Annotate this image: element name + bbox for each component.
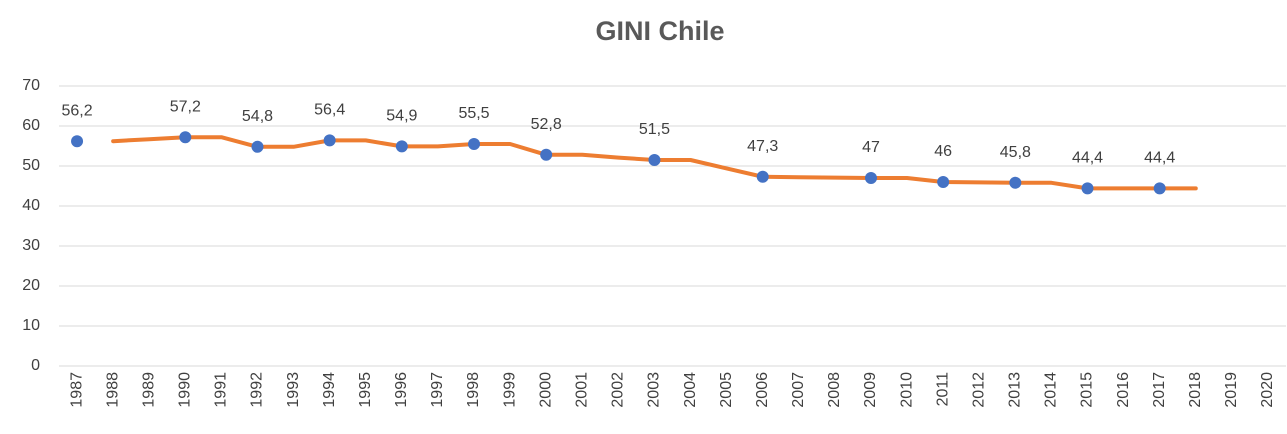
data-point xyxy=(323,134,336,147)
x-tick-label: 2018 xyxy=(1187,372,1204,408)
data-point xyxy=(395,140,408,153)
x-tick-label: 2000 xyxy=(537,372,554,408)
data-label: 47,3 xyxy=(747,138,778,155)
x-tick-label: 2020 xyxy=(1259,372,1276,408)
data-point xyxy=(864,172,877,184)
chart-title: GINI Chile xyxy=(595,16,724,46)
y-tick-label: 40 xyxy=(22,197,40,214)
x-tick-label: 2017 xyxy=(1151,372,1168,408)
x-tick-label: 2013 xyxy=(1007,372,1024,408)
data-label: 54,9 xyxy=(386,108,417,125)
x-tick-label: 2004 xyxy=(682,372,699,408)
y-tick-label: 10 xyxy=(22,317,40,334)
x-tick-label: 2009 xyxy=(862,372,879,408)
x-tick-label: 2012 xyxy=(970,372,987,408)
x-tick-label: 2007 xyxy=(790,372,807,408)
data-label: 44,4 xyxy=(1072,150,1103,167)
data-label: 57,2 xyxy=(170,98,201,115)
x-tick-label: 1995 xyxy=(357,372,374,408)
x-tick-label: 1989 xyxy=(140,372,157,408)
x-tick-label: 1991 xyxy=(213,372,230,408)
data-label: 45,8 xyxy=(1000,144,1031,161)
data-point xyxy=(937,176,950,188)
data-point xyxy=(179,131,192,144)
data-point xyxy=(251,140,264,153)
x-tick-label: 1998 xyxy=(465,372,482,408)
data-point xyxy=(648,154,661,166)
data-point xyxy=(540,148,553,161)
x-tick-label: 1996 xyxy=(393,372,410,408)
y-tick-label: 50 xyxy=(22,157,40,174)
x-tick-label: 2015 xyxy=(1079,372,1096,408)
x-tick-label: 2016 xyxy=(1115,372,1132,408)
data-point xyxy=(756,170,769,183)
y-tick-label: 70 xyxy=(22,77,40,94)
data-label: 52,8 xyxy=(531,116,562,133)
data-label: 47 xyxy=(862,139,880,156)
data-point xyxy=(468,138,481,150)
x-tick-label: 1993 xyxy=(285,372,302,408)
x-tick-label: 1999 xyxy=(501,372,518,408)
x-tick-label: 2006 xyxy=(754,372,771,408)
data-label: 56,4 xyxy=(314,102,345,119)
x-tick-label: 2010 xyxy=(898,372,915,408)
data-point xyxy=(1009,176,1022,189)
x-tick-label: 2003 xyxy=(646,372,663,408)
x-tick-label: 1988 xyxy=(104,372,121,408)
x-tick-label: 2002 xyxy=(610,372,627,408)
x-tick-label: 1997 xyxy=(429,372,446,408)
x-tick-label: 1994 xyxy=(321,372,338,408)
x-tick-label: 2001 xyxy=(573,372,590,408)
x-tick-label: 2011 xyxy=(934,372,951,407)
data-label: 44,4 xyxy=(1144,150,1175,167)
x-tick-label: 2008 xyxy=(826,372,843,408)
data-label: 46 xyxy=(934,143,952,160)
data-point xyxy=(71,135,84,148)
data-label: 55,5 xyxy=(458,105,489,122)
data-point xyxy=(1081,182,1094,195)
data-point xyxy=(1153,182,1166,195)
y-tick-label: 0 xyxy=(31,357,40,374)
x-tick-label: 2005 xyxy=(718,372,735,408)
x-tick-label: 1992 xyxy=(249,372,266,408)
y-tick-label: 20 xyxy=(22,277,40,294)
y-tick-label: 30 xyxy=(22,237,40,254)
data-label: 56,2 xyxy=(61,102,92,119)
data-label: 54,8 xyxy=(242,108,273,125)
data-label: 51,5 xyxy=(639,121,670,138)
x-tick-label: 1987 xyxy=(68,372,85,408)
x-tick-label: 2014 xyxy=(1043,372,1060,408)
x-tick-label: 1990 xyxy=(177,372,194,408)
y-tick-label: 60 xyxy=(22,117,40,134)
x-tick-label: 2019 xyxy=(1223,372,1240,408)
